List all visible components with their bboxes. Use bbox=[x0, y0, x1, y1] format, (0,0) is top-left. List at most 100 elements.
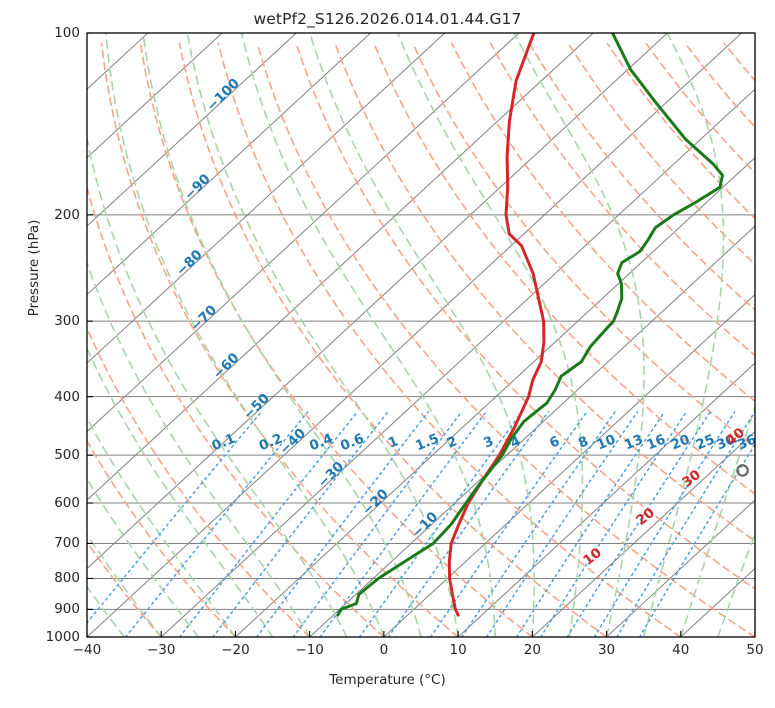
background-line bbox=[178, 42, 608, 637]
background-line bbox=[240, 33, 496, 637]
background-line bbox=[142, 33, 422, 637]
y-axis-tick: 500 bbox=[54, 447, 80, 464]
background-line bbox=[717, 531, 755, 637]
background-lines bbox=[0, 33, 775, 637]
background-line bbox=[87, 134, 348, 637]
background-line bbox=[645, 42, 755, 174]
background-line bbox=[642, 33, 725, 637]
background-line bbox=[256, 42, 755, 637]
x-axis-tick: 0 bbox=[379, 642, 389, 658]
background-line bbox=[0, 43, 13, 637]
background-line bbox=[531, 430, 755, 637]
background-line bbox=[87, 635, 88, 637]
background-line bbox=[87, 411, 262, 624]
background-line bbox=[87, 439, 237, 637]
background-line bbox=[87, 326, 311, 637]
x-axis-tick: 50 bbox=[746, 642, 764, 658]
sounding-curves bbox=[336, 33, 749, 617]
background-line bbox=[412, 42, 755, 449]
background-line bbox=[295, 42, 755, 590]
background-line bbox=[540, 411, 688, 637]
contour-label: 10 bbox=[595, 432, 618, 454]
background-line bbox=[515, 411, 666, 637]
background-line bbox=[87, 184, 385, 637]
background-line bbox=[87, 33, 668, 570]
plot-background bbox=[87, 33, 755, 637]
background-line bbox=[87, 33, 297, 227]
x-axis-tick: −20 bbox=[221, 642, 250, 658]
contour-label: 13 bbox=[622, 432, 645, 454]
x-axis-tick: −10 bbox=[295, 642, 324, 658]
contour-label: 16 bbox=[644, 432, 667, 454]
y-axis-tick: 1000 bbox=[45, 629, 80, 645]
background-line bbox=[754, 634, 755, 637]
background-line bbox=[763, 43, 775, 295]
background-line bbox=[606, 42, 755, 220]
temperature-profile-line bbox=[447, 33, 546, 617]
background-line bbox=[566, 411, 711, 637]
background-line bbox=[593, 411, 736, 637]
contour-label: 25 bbox=[694, 432, 717, 454]
background-line bbox=[0, 33, 74, 637]
background-line bbox=[457, 362, 755, 637]
background-line bbox=[680, 404, 755, 637]
background-line bbox=[513, 33, 645, 637]
x-axis-tick: −30 bbox=[146, 642, 176, 658]
background-line bbox=[105, 33, 385, 637]
background-line bbox=[100, 42, 459, 637]
background-line bbox=[383, 293, 755, 637]
background-line bbox=[489, 42, 755, 357]
x-axis-tick: 40 bbox=[672, 642, 690, 658]
background-line bbox=[397, 33, 584, 637]
dewpoint-profile-line bbox=[336, 33, 724, 617]
background-line bbox=[334, 42, 755, 543]
background-line bbox=[87, 33, 520, 433]
background-line bbox=[87, 635, 88, 637]
page-title: wetPf2_S126.2026.014.01.44.G17 bbox=[253, 10, 522, 28]
background-line bbox=[606, 499, 755, 637]
y-axis-tick: 400 bbox=[54, 388, 80, 405]
background-line bbox=[234, 156, 755, 637]
background-line bbox=[217, 42, 682, 637]
y-axis-tick: 600 bbox=[54, 495, 80, 511]
y-axis-tick: 100 bbox=[54, 25, 80, 41]
background-line bbox=[212, 411, 389, 637]
background-line bbox=[178, 411, 359, 637]
x-axis-label: Temperature (°C) bbox=[329, 672, 446, 688]
y-axis-tick: 700 bbox=[54, 535, 80, 552]
background-line bbox=[430, 411, 588, 637]
background-line bbox=[616, 411, 755, 637]
y-axis-tick: 800 bbox=[54, 570, 80, 587]
y-axis-tick: 300 bbox=[54, 313, 80, 330]
background-line bbox=[87, 260, 311, 637]
y-axis-tick: 200 bbox=[54, 206, 80, 223]
lcl-marker-icon bbox=[736, 464, 749, 477]
background-line bbox=[87, 33, 223, 159]
background-line bbox=[754, 636, 755, 637]
contour-label: 36 bbox=[735, 432, 758, 454]
plot-border bbox=[86, 32, 756, 638]
x-axis-tick: −40 bbox=[72, 642, 102, 658]
background-line bbox=[358, 411, 523, 637]
x-axis-tick: 30 bbox=[597, 642, 616, 658]
y-axis-tick: 900 bbox=[54, 601, 80, 618]
background-line bbox=[450, 42, 755, 403]
background-line bbox=[485, 411, 639, 637]
background-line bbox=[87, 33, 446, 364]
background-line bbox=[139, 42, 534, 637]
y-axis-ticks: 100 200 300 400 500 600 700 800 900 1000 bbox=[18, 0, 80, 708]
contour-label: 30 bbox=[714, 432, 737, 454]
background-line bbox=[309, 33, 535, 637]
background-line bbox=[461, 411, 616, 637]
background-line bbox=[160, 88, 755, 637]
x-axis-tick: 10 bbox=[449, 642, 467, 658]
background-line bbox=[87, 33, 594, 501]
background-line bbox=[124, 411, 309, 637]
background-line bbox=[87, 540, 162, 637]
x-axis-tick: 20 bbox=[523, 642, 541, 658]
background-line bbox=[186, 33, 459, 637]
background-line bbox=[87, 33, 372, 296]
contour-label: 20 bbox=[669, 432, 692, 454]
